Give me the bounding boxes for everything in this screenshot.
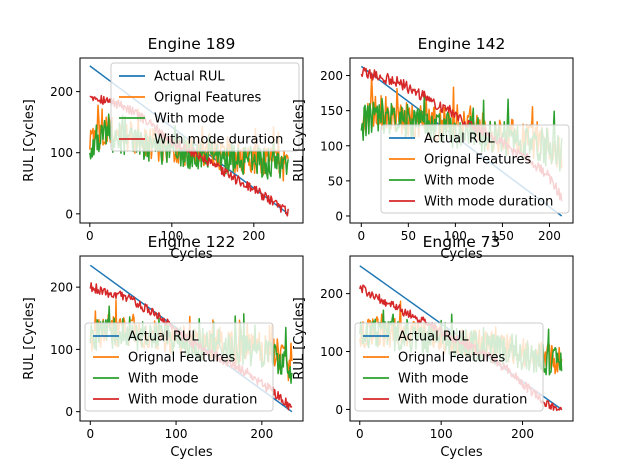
- x-tick-label: 200: [250, 427, 273, 441]
- y-tick-label: 100: [320, 345, 343, 359]
- legend-label-4: With mode duration: [128, 393, 257, 408]
- y-tick-label: 0: [335, 209, 343, 223]
- subplot-title: Engine 73: [423, 233, 501, 251]
- subplot-2: Actual RUL Orignal Features With mode With …: [292, 35, 574, 262]
- x-axis-label: Cycles: [170, 247, 213, 262]
- legend-label-3: With mode: [398, 372, 469, 387]
- legend: Actual RUL Orignal Features With mode With …: [110, 62, 300, 152]
- legend-label-2: Orignal Features: [128, 351, 236, 366]
- y-axis-label: RUL [Cycles]: [22, 99, 37, 181]
- legend-label-3: With mode: [424, 174, 495, 189]
- x-tick-label: 0: [357, 229, 365, 243]
- y-tick-label: 100: [50, 343, 73, 357]
- x-tick-label: 100: [165, 427, 188, 441]
- y-tick-label: 50: [328, 174, 343, 188]
- legend-label-3: With mode: [154, 112, 225, 127]
- legend-label-4: With mode duration: [398, 393, 527, 408]
- legend-label-1: Actual RUL: [128, 330, 199, 345]
- legend: Actual RUL Orignal Features With mode With …: [84, 322, 274, 412]
- axes-frame: [349, 57, 574, 224]
- legend-label-3: With mode: [128, 372, 199, 387]
- subplot-4: Actual RUL Orignal Features With mode With …: [292, 233, 574, 460]
- y-tick-label: 200: [320, 287, 343, 301]
- y-tick-label: 100: [320, 139, 343, 153]
- legend-box: [354, 322, 544, 412]
- x-tick-label: 200: [242, 229, 265, 243]
- y-tick-label: 0: [65, 405, 73, 419]
- legend-box: [110, 62, 300, 152]
- y-tick-label: 100: [50, 146, 73, 160]
- legend: Actual RUL Orignal Features With mode With …: [354, 322, 544, 412]
- y-tick-label: 200: [50, 85, 73, 99]
- y-axis-label: RUL [Cycles]: [22, 297, 37, 379]
- y-tick-label: 0: [65, 207, 73, 221]
- y-tick-label: 200: [320, 69, 343, 83]
- x-axis-label: Cycles: [440, 445, 483, 460]
- x-tick-label: 200: [511, 427, 534, 441]
- y-tick-label: 0: [335, 403, 343, 417]
- x-axis-label: Cycles: [170, 445, 213, 460]
- legend: Actual RUL Orignal Features With mode With …: [380, 124, 570, 214]
- legend-label-2: Orignal Features: [398, 351, 506, 366]
- x-tick-label: 100: [430, 427, 453, 441]
- legend-label-1: Actual RUL: [154, 70, 225, 85]
- legend-label-4: With mode duration: [154, 133, 283, 148]
- x-tick-label: 100: [444, 229, 467, 243]
- legend-label-1: Actual RUL: [424, 132, 495, 147]
- axes-frame: [79, 57, 304, 224]
- y-axis-label: RUL [Cycles]: [292, 99, 307, 181]
- legend-label-4: With mode duration: [424, 195, 553, 210]
- y-tick-label: 200: [50, 281, 73, 295]
- subplot-title: Engine 142: [418, 35, 506, 53]
- legend-label-1: Actual RUL: [398, 330, 469, 345]
- x-tick-label: 0: [86, 229, 94, 243]
- x-axis-label: Cycles: [440, 247, 483, 262]
- axes-frame: [349, 255, 574, 422]
- x-tick-label: 200: [538, 229, 561, 243]
- subplot-title: Engine 189: [148, 35, 236, 53]
- legend-label-2: Orignal Features: [154, 91, 262, 106]
- subplot-1: Actual RUL Orignal Features With mode With …: [22, 35, 304, 262]
- x-tick-label: 0: [356, 427, 364, 441]
- x-tick-label: 0: [86, 427, 94, 441]
- subplot-title: Engine 122: [148, 233, 236, 251]
- legend-box: [380, 124, 570, 214]
- legend-label-2: Orignal Features: [424, 153, 532, 168]
- y-axis-label: RUL [Cycles]: [292, 297, 307, 379]
- legend-box: [84, 322, 274, 412]
- y-tick-label: 150: [320, 104, 343, 118]
- axes-frame: [79, 255, 304, 422]
- x-tick-label: 50: [401, 229, 416, 243]
- subplot-3: Actual RUL Orignal Features With mode With …: [22, 233, 304, 460]
- x-tick-label: 150: [491, 229, 514, 243]
- x-tick-label: 100: [160, 229, 183, 243]
